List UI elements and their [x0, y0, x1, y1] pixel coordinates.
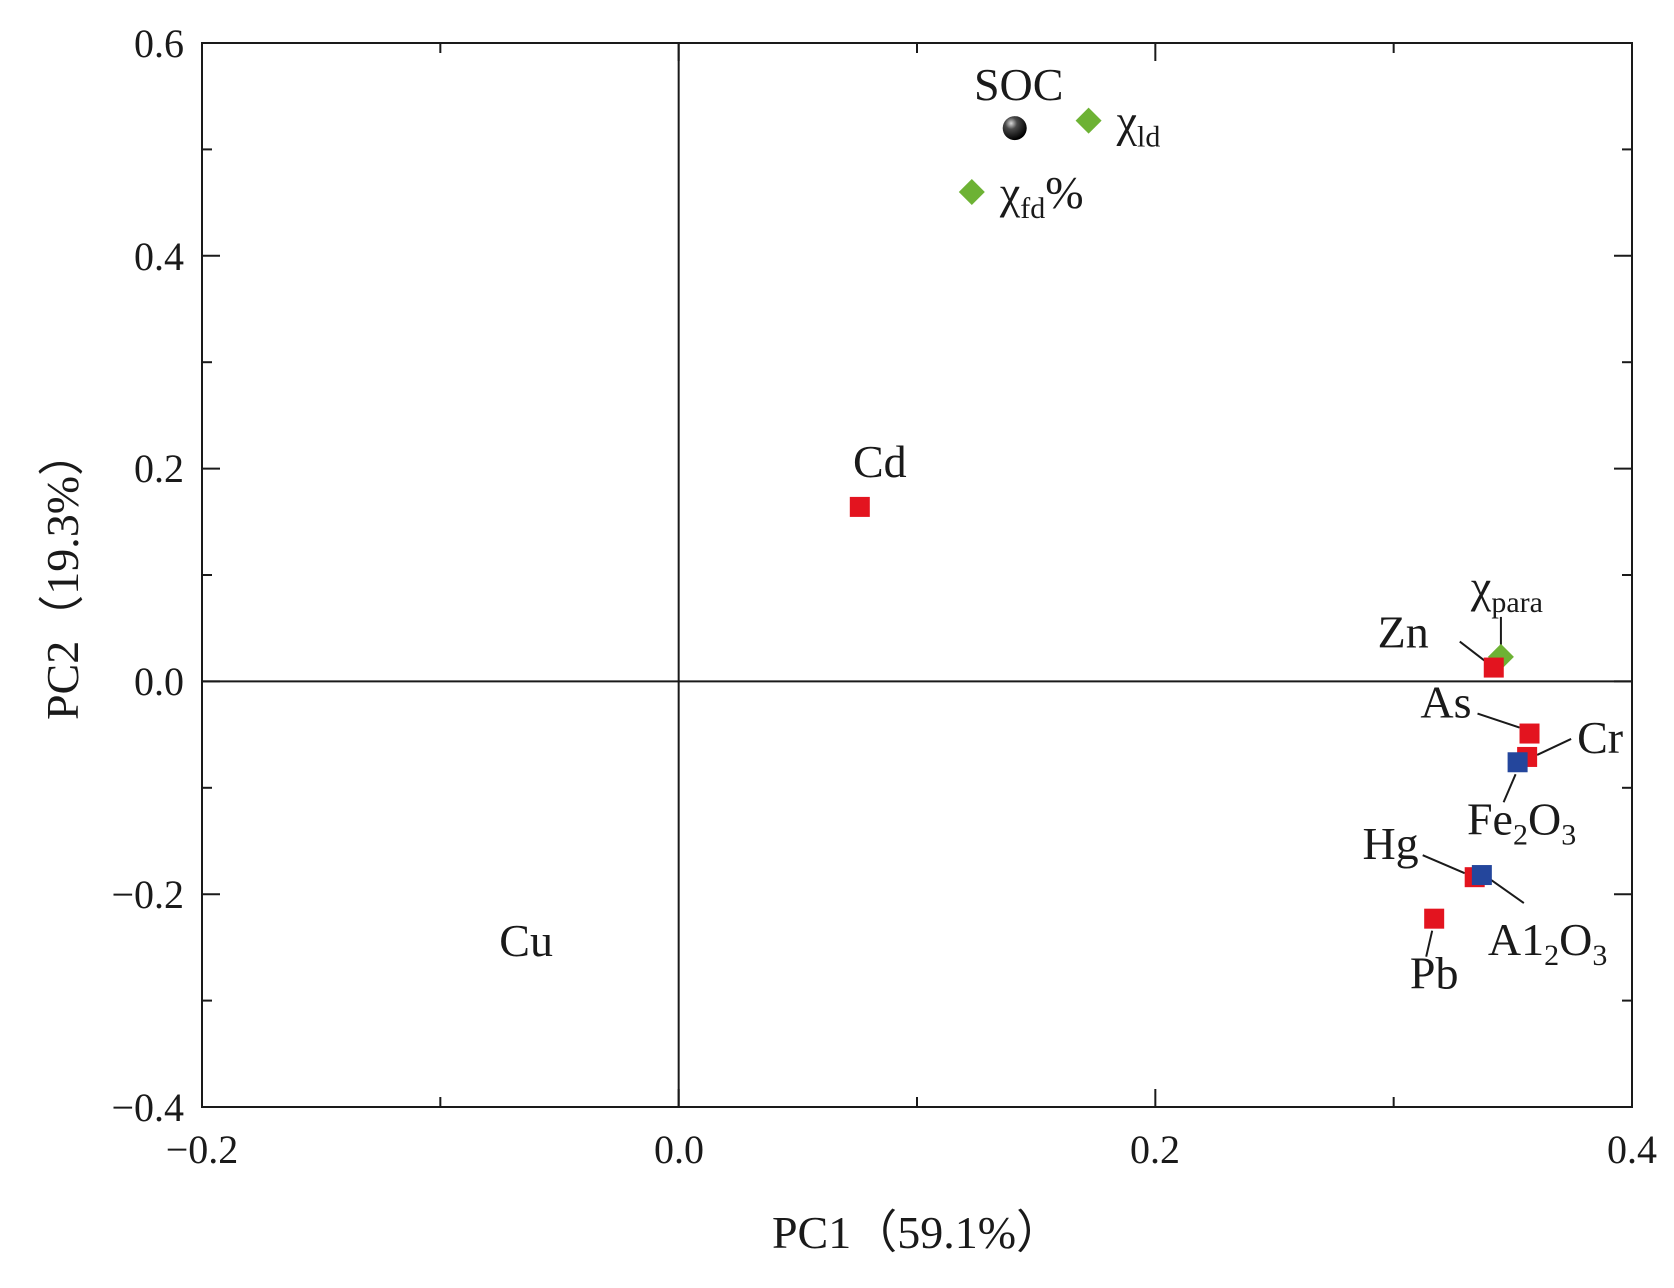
- x-tick-label: −0.2: [166, 1127, 239, 1172]
- point-label-a12o3: A12O3: [1488, 914, 1607, 972]
- data-points: [849, 107, 1540, 929]
- y-tick-label: 0.2: [134, 446, 184, 491]
- point-label-subscript: 3: [1592, 939, 1607, 972]
- point-label-zn: Zn: [1378, 607, 1429, 658]
- point-label-cr: Cr: [1577, 712, 1623, 763]
- reference-lines: [202, 43, 1632, 1107]
- y-tick-label: 0.6: [134, 21, 184, 66]
- point-label-main: χ: [1116, 96, 1138, 147]
- point-label-pb: Pb: [1410, 948, 1459, 999]
- point-marker-fd: [958, 178, 985, 205]
- point-marker-zn: [1483, 657, 1504, 678]
- point-label-suffix: O: [1559, 914, 1592, 965]
- point-label-main: χ: [999, 167, 1021, 218]
- point-label-main: Cu: [499, 915, 553, 966]
- leader-line-pb: [1425, 930, 1434, 957]
- point-label-main: SOC: [974, 59, 1063, 110]
- y-tick-label: −0.4: [111, 1085, 184, 1130]
- point-marker-fe2o3: [1507, 752, 1528, 773]
- point-marker-ld: [1075, 107, 1102, 134]
- point-label-subscript: fd: [1020, 192, 1045, 225]
- point-marker-cd: [849, 496, 870, 517]
- point-label-as: As: [1420, 677, 1471, 728]
- point-label-main: Hg: [1362, 818, 1418, 869]
- leader-line-cr: [1536, 738, 1572, 756]
- point-label-main: Fe: [1467, 793, 1513, 844]
- point-label-cd: Cd: [853, 436, 907, 487]
- leader-line-zn: [1459, 640, 1487, 663]
- x-tick-label: 0.4: [1607, 1127, 1657, 1172]
- point-label-suffix: %: [1045, 167, 1083, 218]
- point-label-main: As: [1420, 677, 1471, 728]
- point-label-fd: χfd%: [999, 167, 1084, 225]
- y-tick-label: 0.0: [134, 659, 184, 704]
- point-label-para: χpara: [1470, 561, 1543, 619]
- point-label-subscript: ld: [1137, 121, 1160, 154]
- point-label-cu: Cu: [499, 915, 553, 966]
- point-label-main: A1: [1488, 914, 1544, 965]
- point-label-main: χ: [1470, 561, 1492, 612]
- point-marker-pb: [1424, 908, 1445, 929]
- point-label-main: Pb: [1410, 948, 1459, 999]
- x-tick-labels: −0.2 0.0 0.2 0.4: [166, 1127, 1657, 1172]
- x-axis-title: PC1（59.1%）: [772, 1207, 1062, 1258]
- x-tick-label: 0.2: [1130, 1127, 1180, 1172]
- point-marker-a12o3: [1471, 865, 1492, 886]
- y-axis-title: PC2（19.3%）: [37, 430, 88, 720]
- point-label-suffix: O: [1528, 793, 1561, 844]
- point-label-main: Zn: [1378, 607, 1429, 658]
- leader-line-a12o3: [1489, 878, 1525, 904]
- point-marker-soc: [1002, 116, 1027, 141]
- point-label-soc: SOC: [974, 59, 1063, 110]
- point-label-fe2o3: Fe2O3: [1467, 793, 1576, 851]
- point-label-hg: Hg: [1362, 818, 1418, 869]
- point-label-subscript: 2: [1544, 939, 1559, 972]
- point-label-ld: χld: [1116, 96, 1161, 154]
- point-marker-as: [1519, 723, 1540, 744]
- leader-line-as: [1477, 712, 1520, 729]
- point-label-subscript: 3: [1561, 818, 1576, 851]
- point-label-subscript: 2: [1513, 818, 1528, 851]
- y-tick-labels: −0.4 −0.2 0.0 0.2 0.4 0.6: [111, 21, 184, 1130]
- y-tick-label: −0.2: [111, 872, 184, 917]
- leader-lines: [1422, 616, 1572, 957]
- point-label-main: Cr: [1577, 712, 1623, 763]
- leader-line-fe2o3: [1502, 773, 1517, 803]
- point-label-main: Cd: [853, 436, 907, 487]
- y-tick-label: 0.4: [134, 234, 184, 279]
- leader-line-hg: [1422, 854, 1466, 875]
- x-tick-label: 0.0: [654, 1127, 704, 1172]
- point-label-subscript: para: [1491, 586, 1543, 619]
